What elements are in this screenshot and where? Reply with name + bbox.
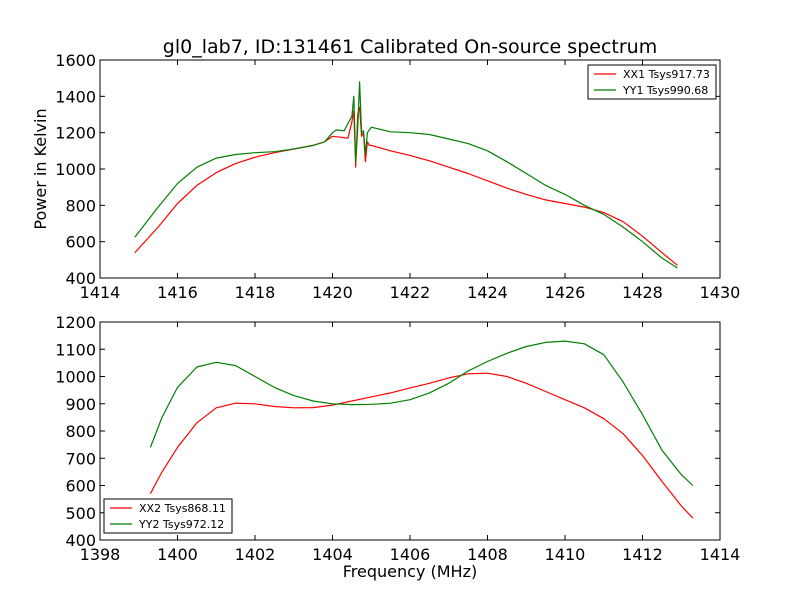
panels: 1414 1416 1418 1420 1422 1424 1426 1428 1430 400 6… xyxy=(31,51,740,564)
top-panel-x-tick-label: 1418 xyxy=(235,283,276,302)
bottom-panel-x-tick-label: 1410 xyxy=(545,545,586,564)
top-panel-y-tick-label: 1400 xyxy=(55,87,96,106)
bottom-panel-y-tick-label: 1100 xyxy=(55,340,96,359)
bottom-panel: 1398 1400 1402 1404 1406 1408 1410 1412 1414 400 5… xyxy=(55,313,740,564)
top-panel-x-tick-label: 1424 xyxy=(467,283,508,302)
top-panel-legend-box xyxy=(587,64,717,100)
top-panel-x-tick-label: 1416 xyxy=(157,283,198,302)
top-panel-x-tick-label: 1428 xyxy=(622,283,663,302)
top-panel-y-tick-label: 600 xyxy=(65,233,96,252)
bottom-panel-x-tick-label: 1408 xyxy=(467,545,508,564)
bottom-panel-legend: XX2 Tsys868.11 YY2 Tsys972.12 xyxy=(103,498,233,534)
bottom-panel-x-tick-label: 1402 xyxy=(235,545,276,564)
top-panel-series-line-2 xyxy=(134,81,678,269)
bottom-panel-legend-label-2: YY2 Tsys972.12 xyxy=(138,518,224,531)
bottom-panel-series xyxy=(149,340,694,519)
bottom-panel-y-tick-label: 1000 xyxy=(55,368,96,387)
figure-title: gl0_lab7, ID:131461 Calibrated On-source… xyxy=(163,36,657,58)
top-panel-y-tick-label: 1000 xyxy=(55,160,96,179)
bottom-panel-x-tick-label: 1414 xyxy=(700,545,741,564)
bottom-panel-x-tick-label: 1400 xyxy=(157,545,198,564)
top-panel: 1414 1416 1418 1420 1422 1424 1426 1428 1430 400 6… xyxy=(31,51,740,302)
bottom-panel-x-tick-label: 1406 xyxy=(390,545,431,564)
bottom-panel-y-tick-label: 600 xyxy=(65,477,96,496)
bottom-panel-series-line-2 xyxy=(149,340,694,486)
top-panel-y-tick-label: 800 xyxy=(65,196,96,215)
top-panel-x-tick-label: 1420 xyxy=(312,283,353,302)
bottom-panel-y-tick-label: 500 xyxy=(65,504,96,523)
top-panel-x-tick-label: 1430 xyxy=(700,283,741,302)
top-panel-y-tick-label: 400 xyxy=(65,269,96,288)
bottom-panel-series-line-1 xyxy=(149,372,694,519)
bottom-panel-y-tick-label: 900 xyxy=(65,395,96,414)
top-panel-legend-label-2: YY1 Tsys990.68 xyxy=(622,84,708,97)
top-panel-y-axis-label: Power in Kelvin xyxy=(31,108,50,229)
x-axis-label: Frequency (MHz) xyxy=(343,562,477,581)
bottom-panel-x-tick-label: 1404 xyxy=(312,545,353,564)
bottom-panel-y-tick-label: 1200 xyxy=(55,313,96,332)
bottom-panel-y-tick-label: 800 xyxy=(65,422,96,441)
bottom-panel-x-tick-label: 1412 xyxy=(622,545,663,564)
bottom-panel-x-tick-label: 1398 xyxy=(80,545,121,564)
top-panel-legend-label-1: XX1 Tsys917.73 xyxy=(623,68,710,81)
bottom-panel-y-tick-label: 400 xyxy=(65,531,96,550)
top-panel-legend: XX1 Tsys917.73 YY1 Tsys990.68 xyxy=(587,64,717,100)
top-panel-x-tick-label: 1422 xyxy=(390,283,431,302)
top-panel-x-tick-label: 1426 xyxy=(545,283,586,302)
bottom-panel-y-tick-label: 700 xyxy=(65,449,96,468)
bottom-panel-legend-box xyxy=(103,498,233,534)
top-panel-y-tick-label: 1600 xyxy=(55,51,96,70)
top-panel-y-tick-label: 1200 xyxy=(55,124,96,143)
top-panel-series xyxy=(134,81,678,269)
top-panel-x-tick-label: 1414 xyxy=(80,283,121,302)
bottom-panel-legend-label-1: XX2 Tsys868.11 xyxy=(139,502,226,515)
